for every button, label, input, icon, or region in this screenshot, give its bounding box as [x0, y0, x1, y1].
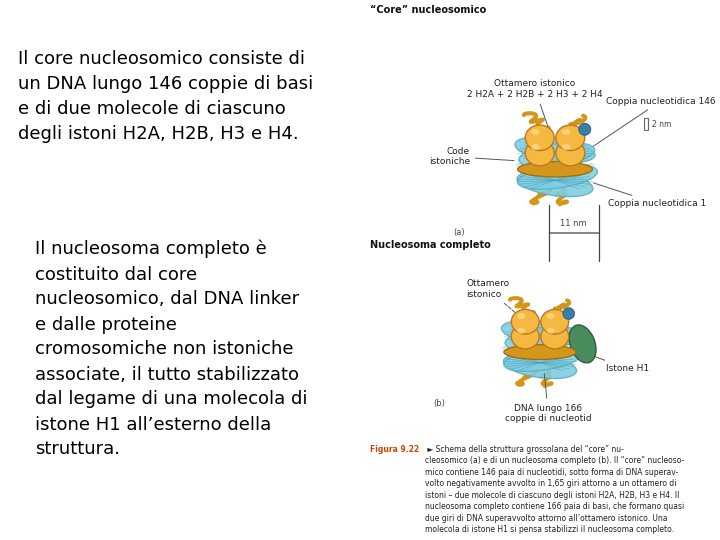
Ellipse shape [526, 140, 554, 166]
Ellipse shape [531, 129, 540, 135]
Text: Il core nucleosomico consiste di
un DNA lungo 146 coppie di basi
e di due moleco: Il core nucleosomico consiste di un DNA … [18, 50, 313, 143]
Text: 2 nm: 2 nm [652, 120, 672, 129]
Ellipse shape [518, 161, 593, 177]
Ellipse shape [518, 165, 598, 189]
Ellipse shape [546, 313, 554, 319]
Text: DNA lungo 166
coppie di nucleotid: DNA lungo 166 coppie di nucleotid [505, 374, 592, 423]
Text: Coppia nucleotidica 146: Coppia nucleotidica 146 [593, 97, 716, 146]
Text: Coppia nucleotidica 1: Coppia nucleotidica 1 [593, 183, 706, 208]
Ellipse shape [562, 144, 570, 150]
Ellipse shape [517, 171, 593, 197]
Text: Figura 9.22: Figura 9.22 [370, 445, 419, 454]
Ellipse shape [515, 137, 595, 163]
Text: “Core” nucleosomico: “Core” nucleosomico [370, 5, 486, 15]
Ellipse shape [511, 309, 539, 334]
Ellipse shape [579, 123, 590, 135]
Text: Code
istoniche: Code istoniche [429, 147, 514, 166]
Ellipse shape [541, 309, 569, 334]
Ellipse shape [531, 144, 540, 150]
Ellipse shape [563, 308, 575, 319]
Text: (b): (b) [433, 399, 445, 408]
Ellipse shape [501, 321, 579, 346]
Ellipse shape [517, 313, 526, 319]
Bar [644, 118, 648, 130]
Ellipse shape [503, 354, 577, 379]
Ellipse shape [556, 140, 585, 166]
Ellipse shape [541, 324, 569, 349]
Ellipse shape [505, 326, 578, 350]
Ellipse shape [504, 345, 576, 360]
Text: Istone H1: Istone H1 [585, 353, 649, 373]
Text: Il nucleosoma completo è
costituito dal core
nucleosomico, dal DNA linker
e dall: Il nucleosoma completo è costituito dal … [35, 240, 307, 458]
Text: Nucleosoma completo: Nucleosoma completo [370, 240, 491, 250]
Text: Ottamero
istonico: Ottamero istonico [467, 279, 526, 322]
Ellipse shape [519, 143, 595, 167]
Ellipse shape [504, 348, 581, 372]
Ellipse shape [511, 324, 539, 349]
Ellipse shape [546, 328, 554, 334]
Ellipse shape [517, 328, 526, 334]
Ellipse shape [562, 129, 570, 135]
Text: (a): (a) [453, 228, 464, 238]
Text: Ottamero istonico
2 H2A + 2 H2B + 2 H3 + 2 H4: Ottamero istonico 2 H2A + 2 H2B + 2 H3 +… [467, 79, 603, 130]
Ellipse shape [570, 325, 596, 363]
Text: 11 nm: 11 nm [560, 219, 587, 228]
Text: ► Schema della struttura grossolana del “core” nu-
cleosomico (a) e di un nucleo: ► Schema della struttura grossolana del … [425, 445, 684, 534]
Ellipse shape [556, 125, 585, 151]
Ellipse shape [526, 125, 554, 151]
